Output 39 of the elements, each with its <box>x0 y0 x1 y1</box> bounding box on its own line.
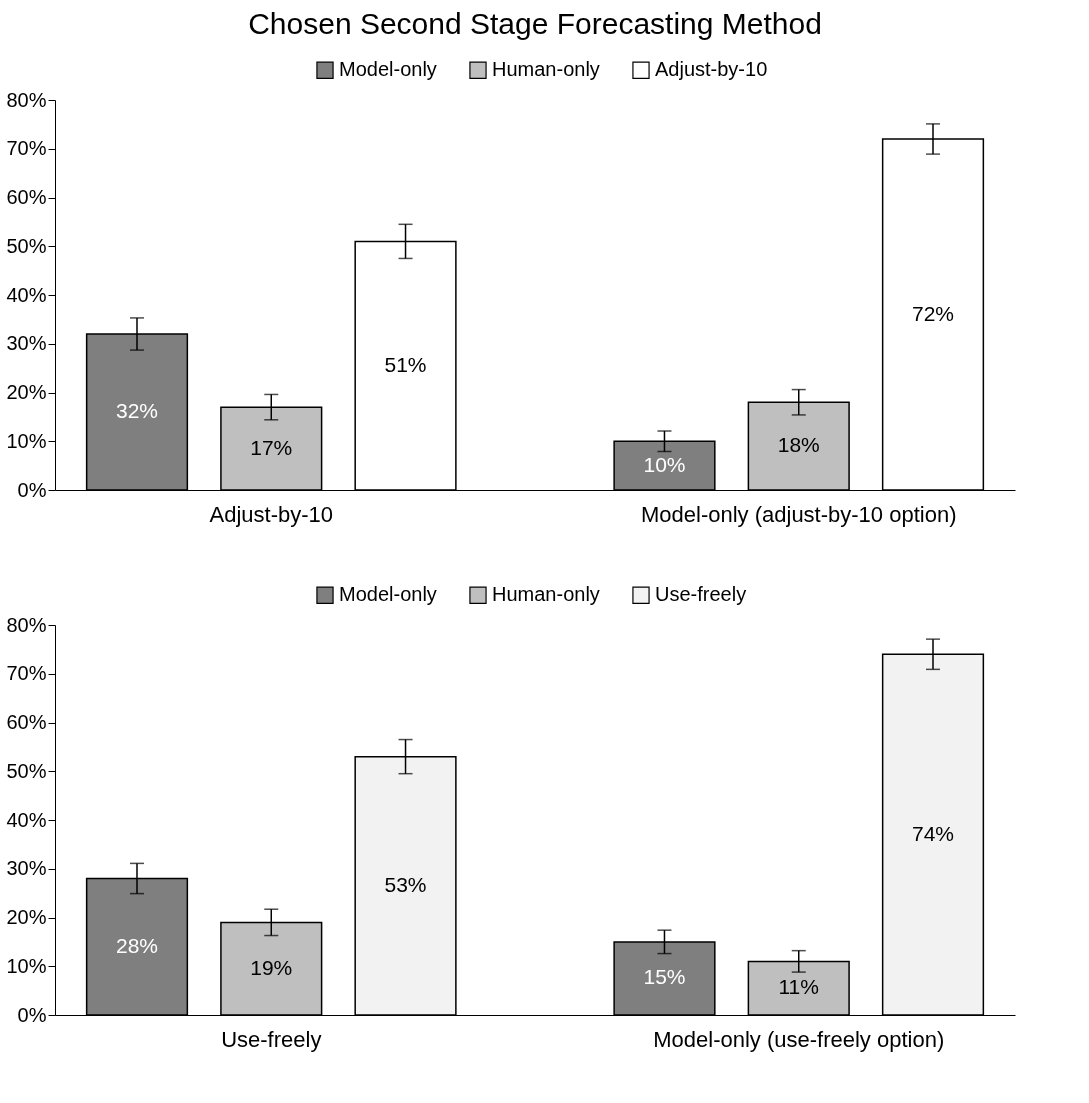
y-tick-label: 50% <box>6 234 47 257</box>
y-tick-label: 0% <box>17 478 47 501</box>
data-label: 10% <box>643 452 686 476</box>
legend-label: Model-only <box>339 58 437 81</box>
y-tick-label: 40% <box>6 283 47 306</box>
y-tick-label: 80% <box>6 613 47 636</box>
y-tick-label: 60% <box>6 186 47 208</box>
data-label: 53% <box>384 872 427 896</box>
data-label: 51% <box>384 352 427 376</box>
y-tick-label: 20% <box>6 381 47 403</box>
data-label: 32% <box>115 399 159 422</box>
legend-label: Use-freely <box>655 583 747 606</box>
chart-title: Chosen Second Stage Forecasting Method <box>248 7 822 40</box>
legend-label: Adjust-by-10 <box>655 58 768 81</box>
y-tick-label: 30% <box>6 857 47 880</box>
y-tick-label: 70% <box>6 662 47 685</box>
data-label: 28% <box>115 933 159 957</box>
y-tick-label: 10% <box>6 954 47 977</box>
legend-label: Human-only <box>492 58 600 81</box>
x-tick-label: Model-only (adjust-by-10 option) <box>640 501 957 527</box>
y-tick-label: 80% <box>6 88 47 111</box>
y-tick-label: 0% <box>17 1003 47 1026</box>
data-label: 18% <box>777 433 820 457</box>
y-tick-label: 40% <box>6 808 47 831</box>
data-label: 17% <box>250 435 293 459</box>
data-label: 15% <box>643 965 686 989</box>
y-tick-label: 70% <box>6 137 47 160</box>
y-tick-label: 20% <box>6 906 47 928</box>
data-label: 74% <box>911 821 955 845</box>
legend-label: Human-only <box>492 583 600 606</box>
y-tick-label: 50% <box>6 759 47 782</box>
data-label: 11% <box>778 975 819 999</box>
data-label: 72% <box>911 301 955 325</box>
data-label: 19% <box>250 955 293 979</box>
legend-label: Model-only <box>339 583 437 606</box>
x-tick-label: Model-only (use-freely option) <box>653 1026 945 1052</box>
y-tick-label: 60% <box>6 711 47 733</box>
y-tick-label: 30% <box>6 332 47 355</box>
y-tick-label: 10% <box>6 429 47 452</box>
